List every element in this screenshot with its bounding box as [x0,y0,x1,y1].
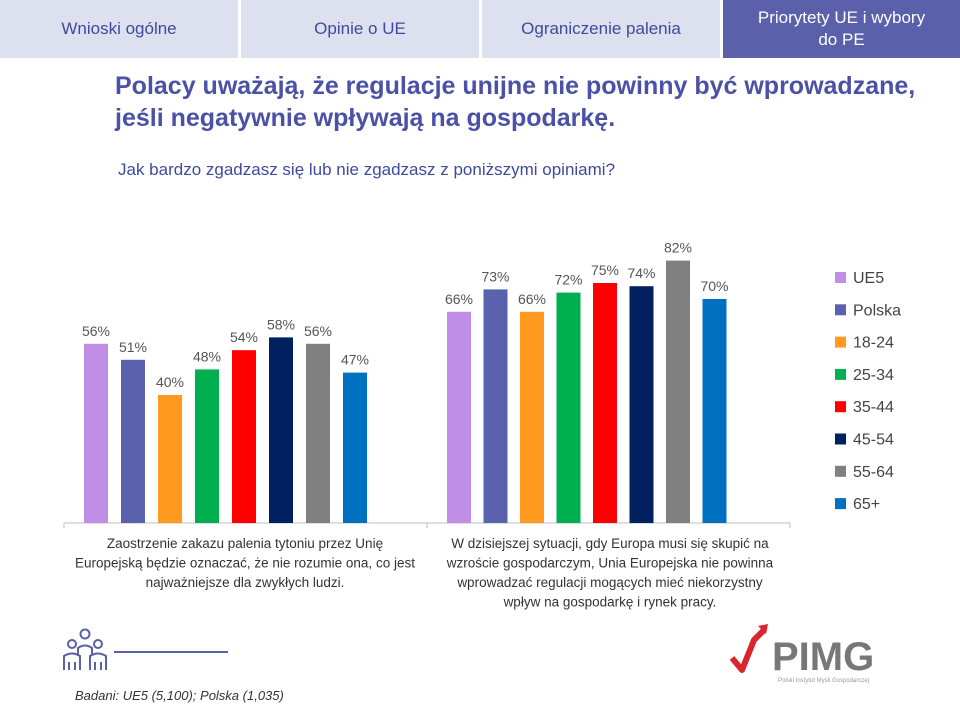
data-label: 73% [481,268,509,284]
data-label: 47% [341,352,369,368]
legend-swatch [835,336,846,348]
category-label: najważniejsze dla zwykłych ludzi. [146,575,345,590]
bar [121,359,145,523]
tab-opinie-o-ue[interactable]: Opinie o UE [241,0,479,58]
bar [520,311,544,523]
sample-size-note: Badani: UE5 (5,100); Polska (1,035) [75,688,284,703]
data-label: 70% [700,278,728,294]
data-label: 51% [119,339,147,355]
legend-swatch [835,433,846,445]
legend-swatch [835,368,846,380]
bar [593,283,617,523]
page-title: Polacy uważają, że regulacje unijne nie … [115,72,916,132]
bar [483,289,508,523]
bar [269,337,293,523]
category-label: wpływ na gospodarkę i rynek pracy. [503,595,717,610]
data-label: 56% [304,323,332,339]
bar [158,395,182,523]
legend-swatch [835,465,846,477]
category-label: wprowadzać regulacji mogących mieć nieko… [456,575,763,590]
data-label: 74% [627,265,655,281]
bar [343,372,367,523]
legend-swatch [835,272,846,283]
data-label: 40% [156,374,184,390]
bar [84,343,108,523]
legend-label: 35-44 [853,399,894,416]
bar [232,350,256,523]
logo-text: PIMG [772,635,874,679]
legend-label: 18-24 [853,335,894,352]
data-label: 56% [82,323,110,339]
bar [629,286,654,523]
data-label: 72% [554,272,582,288]
category-label: Europejską będzie oznaczać, że nie rozum… [75,556,415,571]
tab-ograniczenie-palenia[interactable]: Ograniczenie palenia [482,0,720,58]
data-label: 58% [267,316,295,332]
category-label: Zaostrzenie zakazu palenia tytoniu przez… [107,536,383,551]
legend-swatch [835,304,846,316]
data-label: 66% [518,291,546,307]
data-label: 66% [445,291,473,307]
tab-priorytety-ue[interactable]: Priorytety UE i wybory do PE [723,0,960,58]
bar [447,311,471,523]
data-label: 82% [664,240,692,256]
bar [666,260,690,523]
legend-label: 65+ [853,496,880,513]
bar [195,369,219,523]
bar [306,343,330,523]
bar [702,299,727,523]
legend-swatch [835,401,846,413]
footer-divider [114,651,228,653]
logo-subtext: Polski Instytut Myśli Gospodarczej [778,678,869,684]
tab-wnioski-ogolne[interactable]: Wnioski ogólne [0,0,238,58]
category-label: wzroście gospodarczym, Unia Europejska n… [446,556,774,571]
legend-label: UE5 [853,270,884,287]
legend-swatch [835,498,846,510]
data-label: 75% [591,262,619,278]
tab-bar: Wnioski ogólne Opinie o UE Ograniczenie … [0,0,960,58]
pimg-logo: PIMG Polski Instytut Myśli Gospodarczej [729,624,874,684]
question-text: Jak bardzo zgadzasz się lub nie zgadzasz… [118,160,616,179]
legend-label: Polska [853,302,901,319]
data-label: 48% [193,348,221,364]
legend-label: 45-54 [853,432,894,449]
category-label: W dzisiejszej sytuacji, gdy Europa musi … [451,536,769,551]
legend-label: 55-64 [853,464,894,481]
bar [556,292,581,523]
legend-label: 25-34 [853,367,894,384]
people-group-icon [63,628,107,670]
data-label: 54% [230,329,258,345]
